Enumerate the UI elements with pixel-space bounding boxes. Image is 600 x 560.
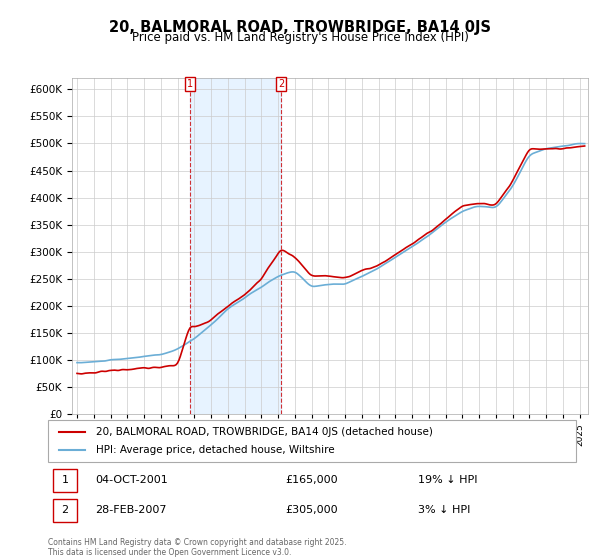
Text: 1: 1 xyxy=(62,475,68,485)
FancyBboxPatch shape xyxy=(53,469,77,492)
Text: 2: 2 xyxy=(278,79,284,89)
Text: 2: 2 xyxy=(62,505,69,515)
Text: 1: 1 xyxy=(187,79,193,89)
Text: Contains HM Land Registry data © Crown copyright and database right 2025.
This d: Contains HM Land Registry data © Crown c… xyxy=(48,538,347,557)
Text: Price paid vs. HM Land Registry's House Price Index (HPI): Price paid vs. HM Land Registry's House … xyxy=(131,31,469,44)
Text: 28-FEB-2007: 28-FEB-2007 xyxy=(95,505,167,515)
Text: 20, BALMORAL ROAD, TROWBRIDGE, BA14 0JS: 20, BALMORAL ROAD, TROWBRIDGE, BA14 0JS xyxy=(109,20,491,35)
Text: 20, BALMORAL ROAD, TROWBRIDGE, BA14 0JS (detached house): 20, BALMORAL ROAD, TROWBRIDGE, BA14 0JS … xyxy=(95,427,433,437)
FancyBboxPatch shape xyxy=(53,499,77,521)
Text: £165,000: £165,000 xyxy=(286,475,338,485)
FancyBboxPatch shape xyxy=(48,420,576,462)
Bar xyxy=(190,78,281,414)
Text: £305,000: £305,000 xyxy=(286,505,338,515)
Text: 04-OCT-2001: 04-OCT-2001 xyxy=(95,475,168,485)
Text: 3% ↓ HPI: 3% ↓ HPI xyxy=(418,505,470,515)
Text: HPI: Average price, detached house, Wiltshire: HPI: Average price, detached house, Wilt… xyxy=(95,445,334,455)
Text: 19% ↓ HPI: 19% ↓ HPI xyxy=(418,475,477,485)
